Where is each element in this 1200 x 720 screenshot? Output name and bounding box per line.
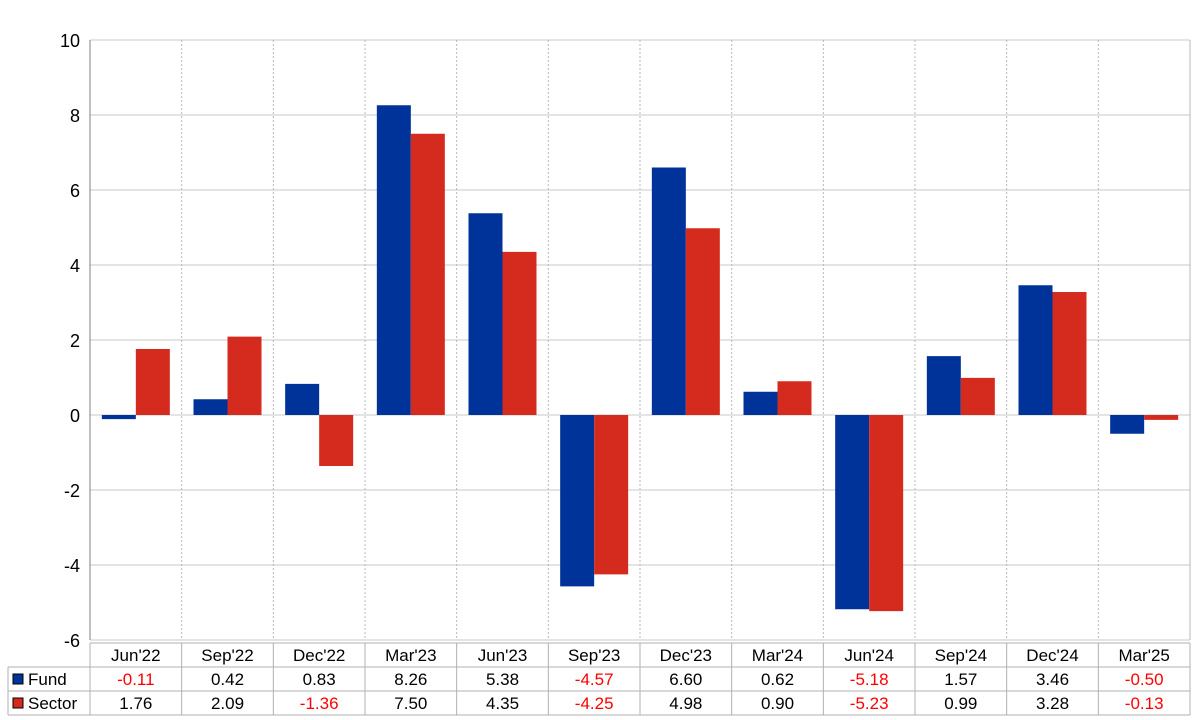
x-tick-label: Sep'22 (201, 646, 253, 665)
bar-sector (777, 381, 812, 415)
data-label: -0.50 (1125, 670, 1164, 689)
data-label: 3.28 (1036, 694, 1069, 713)
bar-sector (1052, 292, 1087, 415)
data-label: 3.46 (1036, 670, 1069, 689)
bar-sector (594, 415, 629, 575)
bar-sector (502, 251, 537, 415)
y-tick-label: -2 (64, 481, 80, 501)
data-label: 5.38 (486, 670, 519, 689)
data-label: 0.90 (761, 694, 794, 713)
y-tick-label: 4 (70, 256, 80, 276)
data-label: 7.50 (394, 694, 427, 713)
data-label: 2.09 (211, 694, 244, 713)
data-label: 0.42 (211, 670, 244, 689)
data-label: 8.26 (394, 670, 427, 689)
data-label: -5.23 (850, 694, 889, 713)
data-label: 0.62 (761, 670, 794, 689)
x-tick-label: Dec'24 (1026, 646, 1078, 665)
bar-fund (1018, 285, 1053, 415)
bar-sector (869, 415, 904, 612)
bar-fund (651, 167, 686, 415)
legend-label-sector: Sector (28, 694, 77, 713)
y-axis-ticks: 10 8 6 4 2 0 -2 -4 -6 (60, 31, 80, 651)
bar-fund (560, 415, 595, 587)
y-tick-label: 8 (70, 106, 80, 126)
y-tick-label: -4 (64, 556, 80, 576)
data-label: 1.76 (119, 694, 152, 713)
bar-fund (1110, 415, 1145, 434)
x-tick-label: Dec'22 (293, 646, 345, 665)
y-tick-label: 6 (70, 181, 80, 201)
data-table: Jun'22 Sep'22 Dec'22 Mar'23 Jun'23 Sep'23 Dec'… (7, 642, 1191, 716)
x-tick-label: Jun'23 (478, 646, 528, 665)
data-label: -1.36 (300, 694, 339, 713)
data-label: 6.60 (669, 670, 702, 689)
legend-swatch-sector (12, 697, 24, 709)
y-tick-label: 2 (70, 331, 80, 351)
data-label: 0.99 (944, 694, 977, 713)
bar-sector (1144, 415, 1179, 420)
data-label: 1.57 (944, 670, 977, 689)
bar-sector (685, 228, 720, 415)
data-label: 0.83 (303, 670, 336, 689)
bar-fund (285, 383, 320, 415)
axes (89, 40, 1191, 640)
data-label: 4.35 (486, 694, 519, 713)
y-tick-label: -6 (64, 631, 80, 651)
legend-label-fund: Fund (28, 670, 67, 689)
bar-fund (376, 105, 411, 415)
y-tick-label: 10 (60, 31, 80, 51)
bar-fund (468, 213, 503, 415)
data-label: 4.98 (669, 694, 702, 713)
bar-sector (135, 349, 170, 415)
x-tick-label: Jun'24 (844, 646, 894, 665)
bar-sector (410, 133, 445, 415)
bars (101, 105, 1179, 612)
x-tick-label: Jun'22 (111, 646, 161, 665)
data-label: -4.25 (575, 694, 614, 713)
x-tick-label: Mar'23 (385, 646, 436, 665)
x-tick-label: Dec'23 (660, 646, 712, 665)
x-tick-label: Mar'25 (1118, 646, 1169, 665)
bar-fund (926, 356, 961, 415)
bar-sector (960, 377, 995, 415)
bar-fund (101, 415, 136, 420)
x-tick-label: Sep'24 (935, 646, 987, 665)
legend-swatch-fund (12, 673, 24, 685)
bar-fund (193, 399, 228, 415)
y-tick-label: 0 (70, 406, 80, 426)
x-tick-label: Sep'23 (568, 646, 620, 665)
bar-fund (835, 415, 870, 610)
bar-sector (227, 336, 262, 415)
data-label: -5.18 (850, 670, 889, 689)
data-label: -4.57 (575, 670, 614, 689)
x-tick-label: Mar'24 (752, 646, 803, 665)
data-label: -0.13 (1125, 694, 1164, 713)
bar-fund (743, 391, 778, 415)
data-label: -0.11 (117, 670, 155, 689)
bar-sector (319, 415, 354, 466)
